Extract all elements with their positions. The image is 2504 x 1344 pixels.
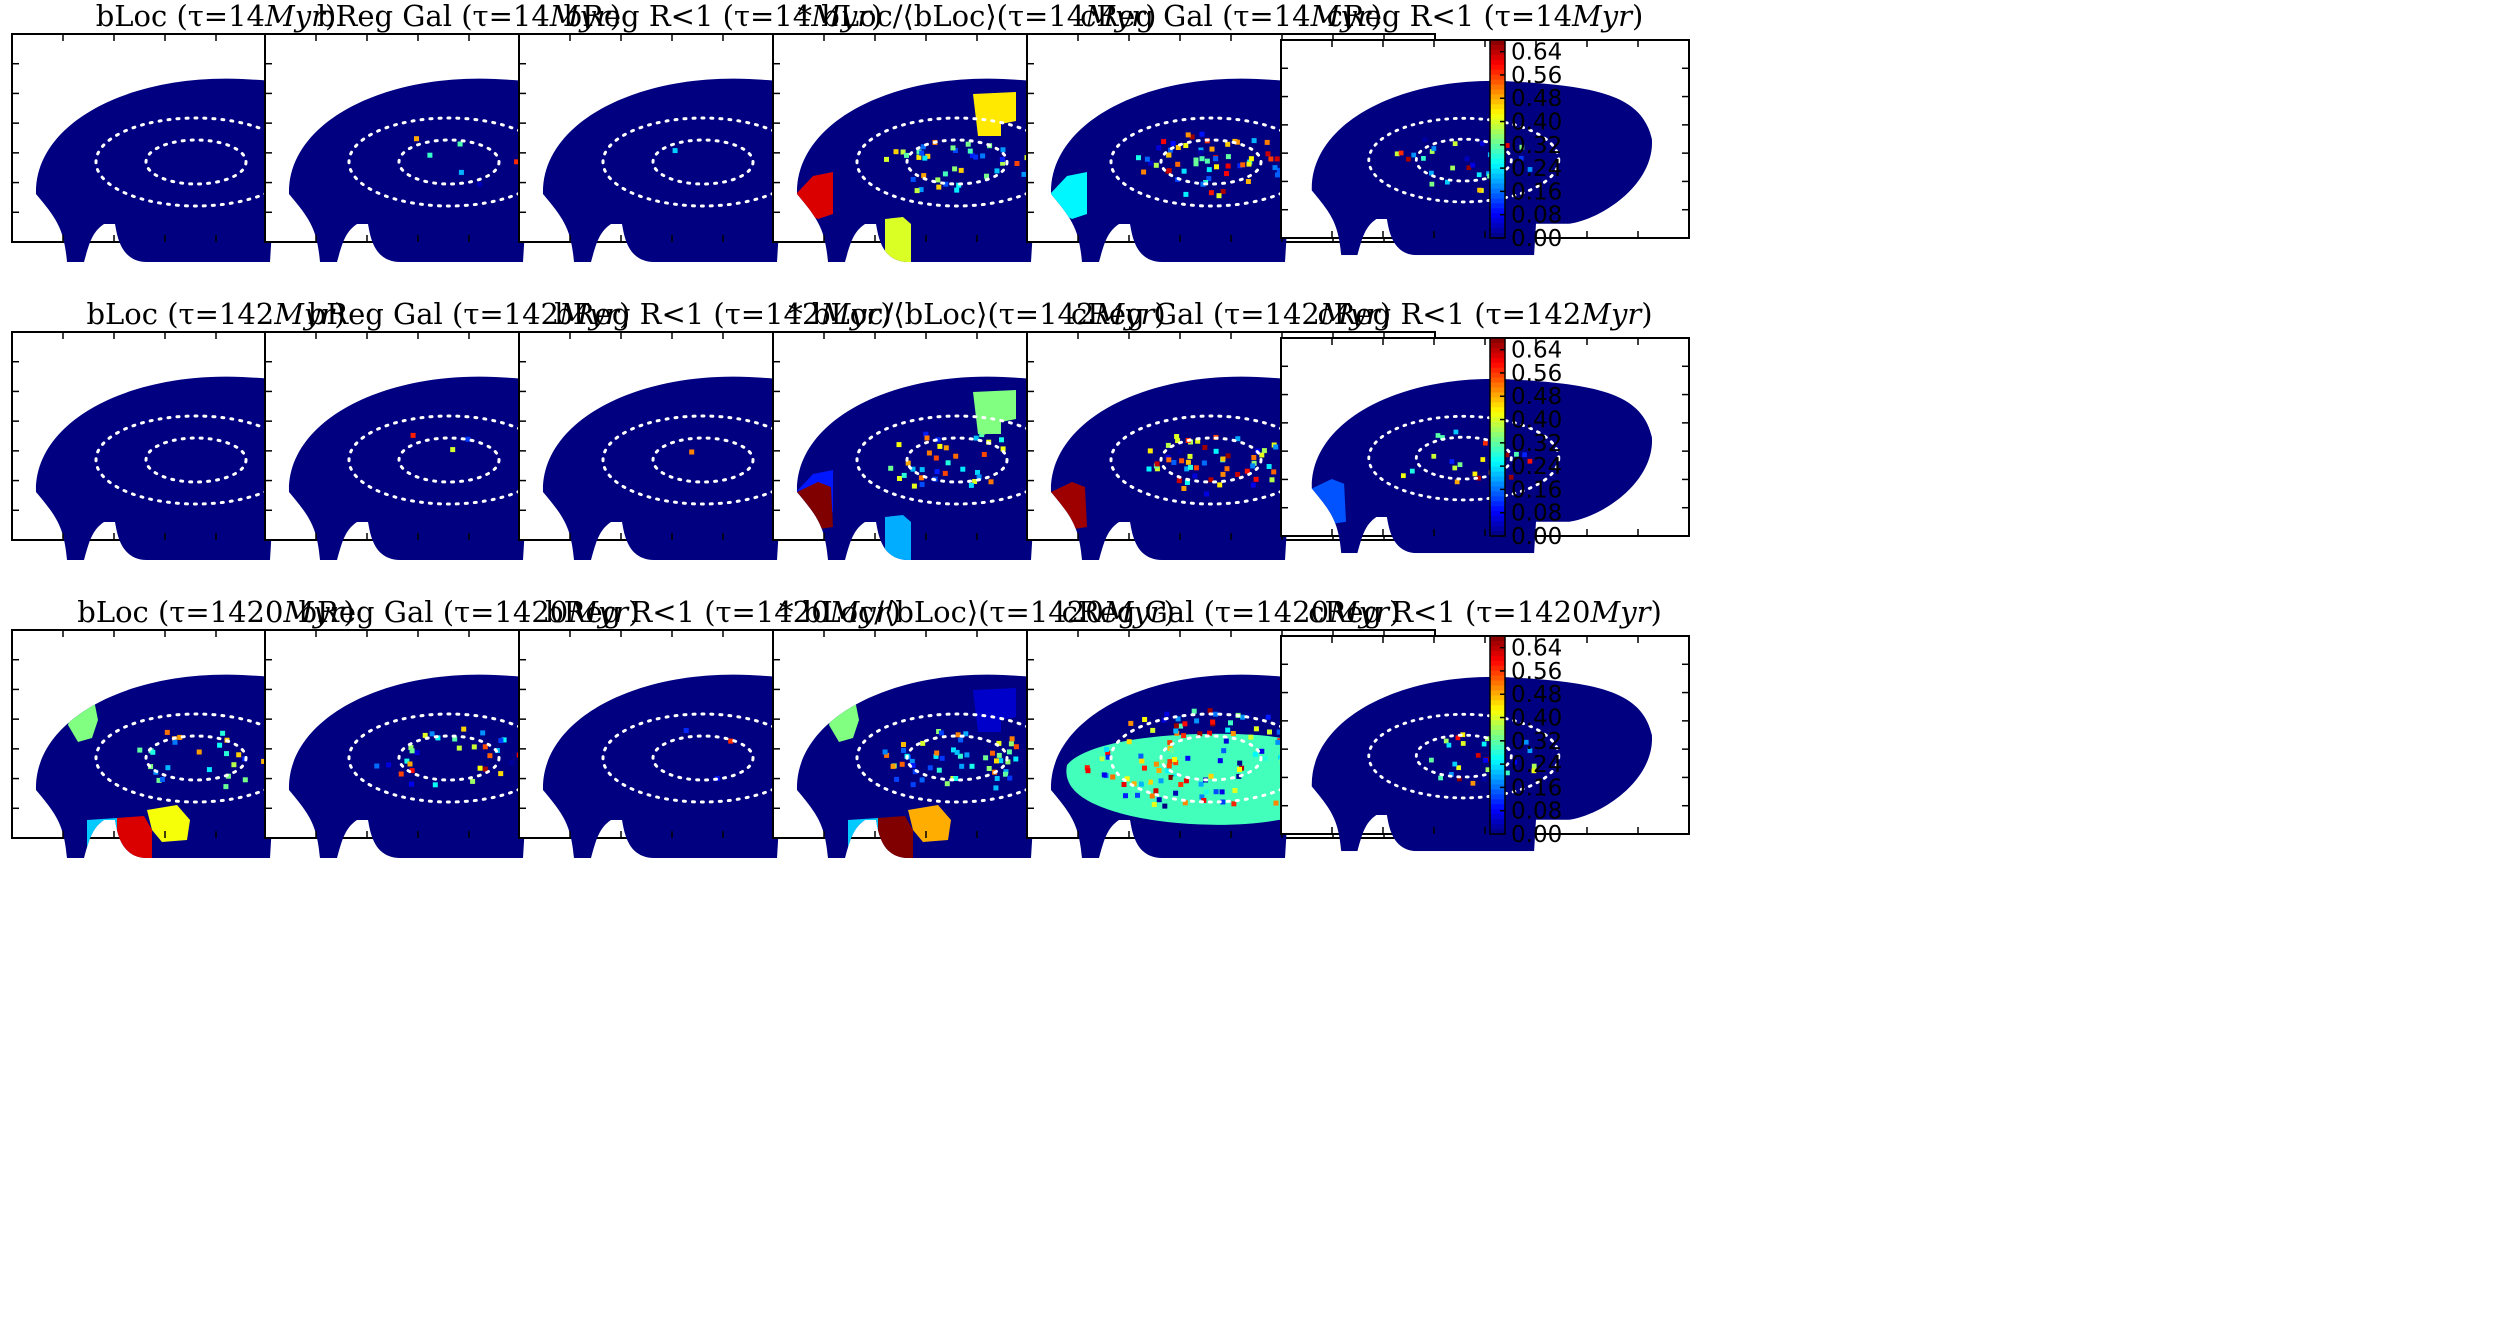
colorbar-tick-label: 0.32	[1511, 431, 1562, 457]
colorbar-tick-label: 0.48	[1511, 86, 1562, 112]
outer-ring	[1367, 414, 1561, 502]
panel-1-0: bLoc (τ=142Myr)	[11, 297, 421, 560]
inner-ring	[905, 138, 1009, 186]
panel-title: bLoc (τ=14Myr)	[96, 0, 337, 33]
outer-ring	[1367, 712, 1561, 800]
colorbar-tick-label: 0.48	[1511, 682, 1562, 708]
colorbar-tick-label: 0.08	[1511, 501, 1562, 527]
axis-ticks	[1281, 636, 1689, 834]
inner-ring	[144, 734, 248, 782]
patch-top	[973, 390, 1016, 434]
panel-title: * bLoc/⟨bLoc⟩(τ=142Myr)	[788, 297, 1165, 331]
inner-ring	[1414, 435, 1513, 481]
panel-title: cReg R<1 (τ=14Myr)	[1327, 0, 1644, 33]
colorbar: 0.000.080.160.240.320.400.480.560.64	[1489, 635, 1562, 848]
panel-0-5: cReg R<1 (τ=14Myr)0.000.080.160.240.320.…	[1280, 0, 1690, 256]
panel-title: bReg R<1 (τ=14Myr)	[564, 0, 883, 33]
colorbar-tick-label: 0.40	[1511, 706, 1562, 732]
panel-1-5: cReg R<1 (τ=142Myr)0.000.080.160.240.320…	[1280, 297, 1690, 554]
patch-bottom-left	[1311, 479, 1346, 525]
colorbar-tick-label: 0.24	[1511, 752, 1562, 778]
colorbar-tick-label: 0.16	[1511, 477, 1562, 503]
inner-ring	[905, 734, 1009, 782]
inner-ring	[1159, 436, 1263, 484]
outer-ring	[1367, 116, 1561, 204]
axis-ticks	[1281, 40, 1689, 238]
colorbar-tick-label: 0.16	[1511, 179, 1562, 205]
patch-bottom-b	[878, 816, 913, 858]
colorbar-tick-label: 0.48	[1511, 384, 1562, 410]
inner-ring	[397, 138, 501, 186]
colorbar-tick-label: 0.56	[1511, 659, 1562, 685]
colorbar-tick-label: 0.40	[1511, 110, 1562, 136]
patch-top	[973, 92, 1016, 136]
inner-ring	[651, 138, 755, 186]
panel-title: cReg Gal (τ=142Myr)	[1071, 297, 1391, 331]
panel-title: bReg Gal (τ=1420Myr)	[298, 595, 639, 629]
colorbar-tick-label: 0.24	[1511, 156, 1562, 182]
panel-title: bReg Gal (τ=142Myr)	[308, 297, 631, 331]
inner-ring	[651, 436, 755, 484]
panel-title: cReg Gal (τ=14Myr)	[1080, 0, 1382, 33]
colorbar-tick-label: 0.08	[1511, 203, 1562, 229]
colorbar-tick-label: 0.56	[1511, 63, 1562, 89]
patch-bottom	[885, 217, 911, 262]
panel-title: * bLoc/⟨bLoc⟩(τ=1420Myr)	[779, 595, 1175, 629]
inner-ring	[397, 436, 501, 484]
panel-title: bReg R<1 (τ=142Myr)	[554, 297, 891, 331]
patch-bottom-c	[908, 805, 951, 842]
colorbar-tick-label: 0.32	[1511, 729, 1562, 755]
inner-ring	[144, 138, 248, 186]
colorbar: 0.000.080.160.240.320.400.480.560.64	[1489, 39, 1562, 252]
colorbar-tick-label: 0.32	[1511, 133, 1562, 159]
patch-bottom-b	[117, 816, 152, 858]
inner-ring	[1414, 137, 1513, 183]
patch-bottom-left	[1051, 482, 1087, 530]
inner-ring	[397, 734, 501, 782]
axis-ticks	[1281, 338, 1689, 536]
colorbar-tick-label: 0.00	[1511, 226, 1562, 252]
inner-ring	[1159, 734, 1263, 782]
colorbar-tick-label: 0.00	[1511, 524, 1562, 550]
panel-title: cReg R<1 (τ=1420Myr)	[1308, 595, 1662, 629]
colorbar-tick-label: 0.24	[1511, 454, 1562, 480]
colorbar-tick-label: 0.40	[1511, 408, 1562, 434]
patch-bottom-c	[147, 805, 190, 842]
colorbar-tick-label: 0.00	[1511, 822, 1562, 848]
panel-grid: bLoc (τ=14Myr)bReg Gal (τ=14Myr)bReg R<1…	[11, 0, 1690, 858]
colorbar-tick-label: 0.64	[1511, 40, 1562, 66]
panel-2-5: cReg R<1 (τ=1420Myr) 0.000.080.160.240.32…	[1280, 595, 1690, 852]
colorbar: 0.000.080.160.240.320.400.480.560.64	[1489, 337, 1562, 550]
panel-title: bReg Gal (τ=14Myr)	[317, 0, 621, 33]
inner-ring	[1414, 733, 1513, 779]
inner-ring	[144, 436, 248, 484]
panel-title: bLoc (τ=142Myr)	[86, 297, 345, 331]
panel-title: bReg R<1 (τ=1420Myr)	[545, 595, 901, 629]
panel-title: * bLoc/⟨bLoc⟩(τ=14Myr)	[797, 0, 1156, 33]
inner-ring	[651, 734, 755, 782]
panel-title: bLoc (τ=1420Myr)	[77, 595, 355, 629]
patch-top	[973, 688, 1016, 732]
inner-ring	[1159, 138, 1263, 186]
colorbar-tick-label: 0.56	[1511, 361, 1562, 387]
inner-ring	[905, 436, 1009, 484]
colorbar-tick-label: 0.64	[1511, 338, 1562, 364]
colorbar-tick-label: 0.16	[1511, 775, 1562, 801]
panel-title: cReg Gal (τ=1420Myr)	[1062, 595, 1401, 629]
panel-title: cReg R<1 (τ=142Myr)	[1317, 297, 1652, 331]
patch-bottom-left	[797, 482, 833, 530]
colorbar-tick-label: 0.08	[1511, 799, 1562, 825]
colorbar-tick-label: 0.64	[1511, 636, 1562, 662]
patch-bottom	[885, 515, 911, 560]
